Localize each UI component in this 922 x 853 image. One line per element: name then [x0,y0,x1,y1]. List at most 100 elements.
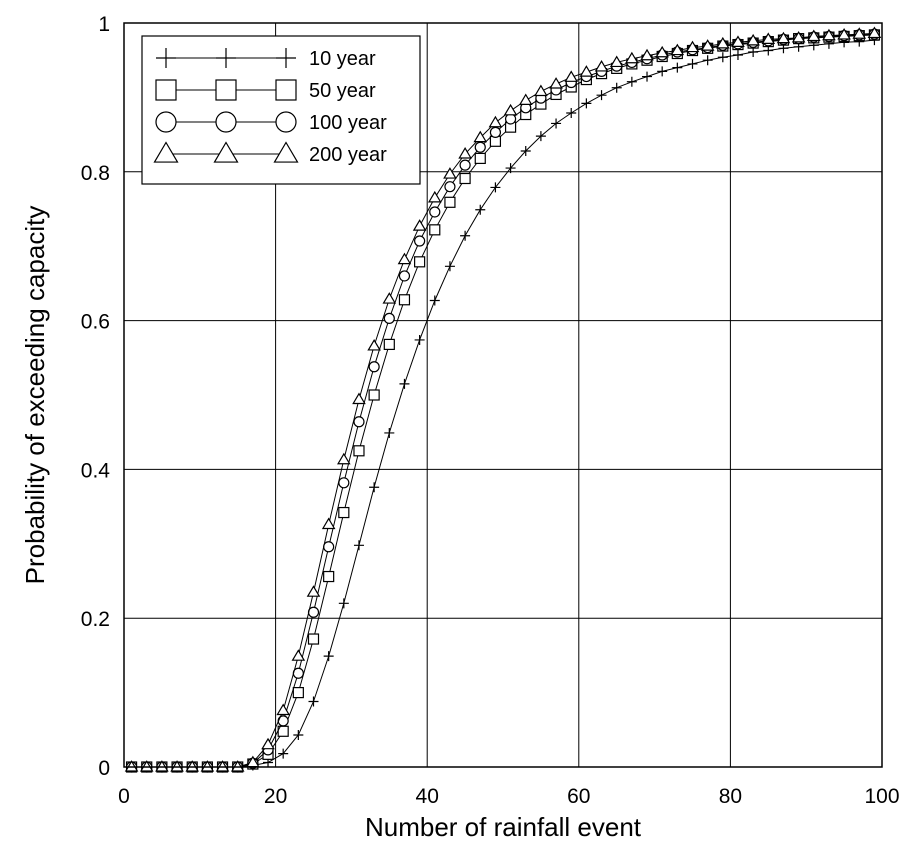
data-point-triangle [791,30,806,43]
data-point-circle [353,416,365,428]
data-point-plus [216,48,236,68]
data-point-triangle [215,760,230,772]
data-point-triangle [518,93,533,106]
data-point-triangle [276,703,290,716]
data-point-plus [156,48,176,68]
data-point-plus [732,49,743,60]
data-point-plus [353,540,364,551]
data-point-plus [611,82,622,93]
data-point-triangle [124,760,139,772]
data-point-triangle [837,27,851,40]
x-tick-label: 0 [118,785,130,808]
data-point-triangle [761,32,776,44]
legend-label: 200 year [309,144,387,166]
data-point-circle [504,113,517,125]
data-point-circle [215,111,237,133]
data-point-plus [687,58,698,69]
data-point-plus [520,145,531,156]
data-point-triangle [273,141,299,163]
data-point-plus [293,730,304,741]
legend-entry: 50 year [155,79,376,102]
data-point-triangle [213,141,239,163]
data-point-triangle [397,252,412,265]
data-point-plus [535,131,546,142]
x-tick-label: 40 [416,785,439,808]
data-point-triangle [716,36,730,49]
data-point-plus [429,295,440,306]
data-point-triangle [806,29,821,42]
data-point-circle [338,477,350,489]
data-point-triangle [625,51,639,64]
data-point-triangle [291,649,306,661]
x-tick-label: 80 [719,785,742,808]
data-point-triangle [153,141,179,163]
data-point-square [398,294,411,306]
data-point-square [307,633,320,645]
data-point-triangle [352,392,366,405]
data-point-plus [276,48,296,68]
data-point-square [292,686,304,699]
data-point-plus [505,163,516,174]
data-point-circle [368,361,380,373]
data-point-plus [278,748,289,759]
data-point-circle [444,181,456,193]
data-point-triangle [822,28,836,41]
data-point-triangle [427,190,442,203]
data-point-triangle [382,292,397,304]
series-200-year [124,26,882,772]
data-point-plus [308,696,319,707]
data-point-triangle [200,760,215,772]
data-point-plus [642,71,653,82]
data-point-triangle [503,103,518,116]
data-point-triangle [549,77,563,89]
data-point-plus [551,118,562,129]
data-point-triangle [367,338,381,351]
data-point-square [215,79,237,101]
legend-label: 100 year [309,112,387,134]
x-tick-label: 100 [864,785,899,808]
data-point-triangle [534,84,548,97]
y-tick-label: 0.4 [81,459,111,482]
data-point-square [383,338,395,351]
data-point-circle [414,235,426,247]
data-point-circle [474,141,486,153]
data-point-circle [323,541,335,553]
data-point-triangle [458,147,472,159]
data-point-plus [323,651,334,662]
data-point-square [323,570,335,583]
y-tick-label: 1 [98,13,110,36]
data-point-plus [581,98,592,109]
data-point-triangle [731,35,745,47]
data-point-square [338,506,350,519]
data-point-triangle [594,59,609,72]
data-point-triangle [412,219,427,231]
data-point-plus [475,204,486,215]
data-point-triangle [443,167,457,179]
data-point-circle [429,206,441,218]
legend-entry: 10 year [156,48,376,70]
y-tick-label: 0.6 [81,311,110,334]
data-point-triangle [609,55,624,68]
data-point-triangle [488,115,503,128]
legend-entry: 200 year [153,141,387,166]
data-point-plus [717,52,728,63]
data-point-triangle [564,70,579,82]
data-point-triangle [185,760,200,772]
data-point-plus [626,76,637,87]
data-point-square [368,389,380,401]
data-point-triangle [139,760,154,772]
data-point-triangle [261,737,275,750]
data-point-square [474,152,486,165]
data-point-triangle [685,40,700,53]
data-point-plus [338,598,349,609]
legend: 10 year 50 year 100 year 200 year [141,35,421,185]
data-point-plus [444,261,455,272]
data-point-plus [414,334,425,345]
data-point-plus [672,62,683,73]
legend-label: 10 year [309,48,376,70]
y-tick-label: 0.2 [81,608,110,631]
data-point-triangle [655,45,669,58]
data-point-circle [398,270,411,282]
data-point-triangle [155,760,169,772]
